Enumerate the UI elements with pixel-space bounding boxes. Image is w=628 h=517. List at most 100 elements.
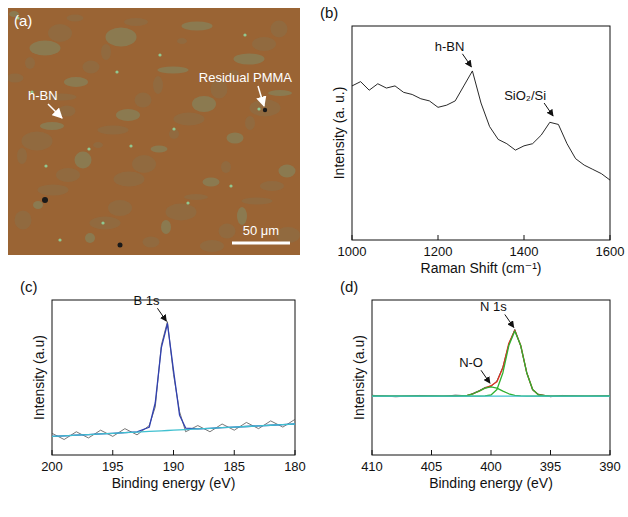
x-tick-label: 405 <box>421 459 443 474</box>
pmma-dot <box>42 197 48 203</box>
texture-dot <box>101 221 104 224</box>
series-group <box>352 71 610 180</box>
x-tick-label: 1200 <box>424 244 453 259</box>
series-line <box>372 395 610 396</box>
x-tick <box>173 450 174 455</box>
texture-patch <box>101 44 111 60</box>
texture-patch <box>252 37 276 51</box>
pmma-dot <box>263 108 267 112</box>
texture-patch <box>33 201 43 209</box>
texture-patch <box>219 224 236 239</box>
texture-patch <box>268 90 292 96</box>
texture-dot <box>158 53 161 56</box>
series-line <box>372 331 610 396</box>
line-panel <box>372 300 610 455</box>
texture-dot <box>87 147 90 150</box>
texture-patch <box>48 24 72 42</box>
series-line <box>372 329 610 396</box>
x-tick-label: 1600 <box>596 244 625 259</box>
texture-patch <box>158 67 189 74</box>
x-tick <box>234 450 235 455</box>
texture-dot <box>44 164 47 167</box>
texture-patch <box>30 41 61 56</box>
texture-dot <box>115 70 118 73</box>
x-tick-label: 395 <box>540 459 562 474</box>
texture-patch <box>135 93 152 108</box>
x-axis-title: Raman Shift (cm⁻¹) <box>421 260 542 276</box>
texture-patch <box>153 76 163 94</box>
texture-dot <box>257 107 260 110</box>
texture-patch <box>192 96 216 112</box>
texture-patch <box>75 152 92 169</box>
texture-patch <box>184 194 208 200</box>
annotation: N-O <box>459 355 483 370</box>
series-line <box>52 322 295 440</box>
texture-patch <box>64 77 88 87</box>
texture-patch <box>56 168 80 182</box>
series-group <box>52 322 295 440</box>
series-line <box>372 387 610 396</box>
x-tick <box>550 450 551 455</box>
y-axis-title: Intensity (a.u) <box>31 335 47 420</box>
x-tick-label: 200 <box>41 459 63 474</box>
texture-dot <box>172 127 175 130</box>
series-line <box>52 424 295 436</box>
texture-patch <box>108 200 132 216</box>
x-tick <box>295 450 296 455</box>
x-tick-label: 190 <box>163 459 185 474</box>
texture-patch <box>85 233 95 243</box>
texture-patch <box>38 185 69 196</box>
x-tick-label: 390 <box>599 459 621 474</box>
texture-dot <box>58 238 61 241</box>
texture-dot <box>186 201 189 204</box>
panel-label: (c) <box>20 278 38 295</box>
x-tick-label: 180 <box>284 459 306 474</box>
texture-patch <box>114 172 145 187</box>
x-axis-title: Binding energy (eV) <box>429 475 553 491</box>
line-panel <box>52 300 295 455</box>
series-line <box>352 71 610 180</box>
x-tick <box>438 235 439 240</box>
x-tick-label: 185 <box>223 459 245 474</box>
texture-patch <box>67 15 84 22</box>
annotation: h-BN <box>28 88 58 103</box>
series-line <box>372 330 610 396</box>
texture-patch <box>242 198 273 205</box>
texture-dot <box>229 184 232 187</box>
texture-patch <box>151 146 168 153</box>
texture-patch <box>59 106 76 117</box>
series-line <box>52 324 295 437</box>
texture-patch <box>143 237 160 248</box>
panel-label: (a) <box>14 12 32 29</box>
texture-patch <box>83 61 100 74</box>
texture-patch <box>17 148 27 164</box>
texture-patch <box>250 100 281 117</box>
plot-frame <box>372 300 610 455</box>
annotation: B 1s <box>133 293 160 308</box>
figure: (a)h-BNResidual PMMA50 μm100012001400160… <box>0 0 628 517</box>
annotation-arrow <box>505 314 514 327</box>
y-axis-title: Intensity (a.u) <box>351 335 367 420</box>
texture-patch <box>116 109 140 121</box>
x-tick <box>610 235 611 240</box>
texture-patch <box>25 57 35 69</box>
texture-patch <box>166 204 197 221</box>
x-tick-label: 410 <box>361 459 383 474</box>
pmma-dot <box>118 243 123 248</box>
micrograph-panel <box>7 8 301 255</box>
texture-patch <box>271 21 288 38</box>
x-tick <box>610 450 611 455</box>
scale-bar <box>232 242 290 245</box>
texture-patch <box>106 28 137 47</box>
x-axis-title: Binding energy (eV) <box>112 475 236 491</box>
texture-patch <box>15 211 32 230</box>
texture-patch <box>132 155 156 173</box>
x-tick-label: 1000 <box>338 244 367 259</box>
annotation-arrow <box>48 104 62 118</box>
x-tick <box>372 450 373 455</box>
texture-patch <box>234 54 265 65</box>
annotation-arrow <box>258 86 264 106</box>
texture-dot <box>243 33 246 36</box>
texture-patch <box>161 220 171 234</box>
texture-patch <box>279 165 296 178</box>
